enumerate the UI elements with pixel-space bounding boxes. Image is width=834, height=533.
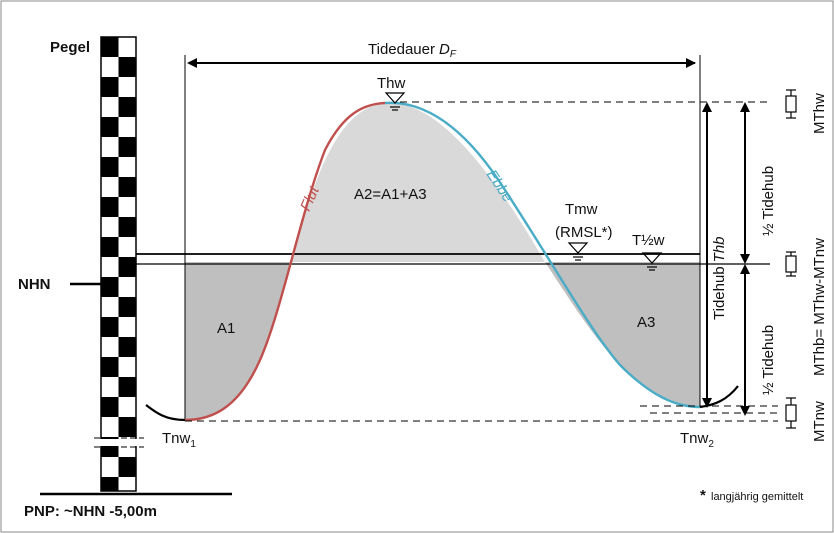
staff-block xyxy=(101,317,119,337)
staff-block xyxy=(101,37,119,57)
half-tidehub-lower-label: ½ Tidehub xyxy=(760,325,777,395)
staff-block xyxy=(118,217,136,237)
footnote-star: * xyxy=(700,487,706,504)
mthb-bracket xyxy=(785,251,797,277)
staff-break xyxy=(94,437,144,448)
area-a2 xyxy=(292,102,545,262)
staff-block xyxy=(101,77,119,97)
staff-block xyxy=(118,377,136,397)
staff-block xyxy=(118,57,136,77)
tidedauer-arrowhead-left xyxy=(187,58,197,68)
tidehub-arrowhead-top xyxy=(702,102,712,112)
half-tidehub-upper-top xyxy=(740,102,750,112)
nhn-label: NHN xyxy=(18,276,51,293)
a1-label: A1 xyxy=(217,320,235,337)
rmsl-label: (RMSL*) xyxy=(555,224,613,241)
mtnw-label: MTnw xyxy=(811,401,828,442)
thw-symbol xyxy=(384,92,406,111)
staff-block xyxy=(118,257,136,277)
tidehub-arrowhead-bottom xyxy=(702,398,712,408)
mthb-label: MThb= MThw-MTnw xyxy=(811,238,828,376)
half-tidehub-lower-top xyxy=(740,264,750,274)
staff-block xyxy=(101,237,119,257)
mthw-label: MThw xyxy=(811,93,828,134)
footnote-text: langjährig gemittelt xyxy=(711,491,803,503)
a2-label: A2=A1+A3 xyxy=(354,186,427,203)
staff-block xyxy=(101,477,119,491)
ebbe-curve xyxy=(384,101,701,409)
thw-label: Thw xyxy=(377,75,406,92)
curve-tail-left xyxy=(145,404,186,422)
staff-block xyxy=(118,457,136,477)
staff-block xyxy=(101,397,119,417)
staff-block xyxy=(118,417,136,437)
tmw-label: Tmw xyxy=(565,201,598,218)
tidedauer-label: Tidedauer DF xyxy=(368,41,457,60)
tnw2-label: Tnw2 xyxy=(680,430,714,450)
area-a1 xyxy=(185,262,292,420)
half-tidehub-upper-label: ½ Tidehub xyxy=(760,166,777,236)
pnp-label: PNP: ~NHN -5,00m xyxy=(24,503,157,520)
staff-block xyxy=(101,157,119,177)
staff-block xyxy=(118,337,136,357)
staff-block xyxy=(101,117,119,137)
staff-block xyxy=(118,177,136,197)
half-tidehub-lower-bottom xyxy=(740,406,750,416)
area-a3 xyxy=(545,262,700,407)
staff-block xyxy=(118,137,136,157)
tnw1-label: Tnw1 xyxy=(162,430,196,450)
a3-label: A3 xyxy=(637,314,655,331)
t-half-w-symbol xyxy=(641,252,663,271)
staff-block xyxy=(118,297,136,317)
tidehub-label: TidehubThb xyxy=(711,236,728,320)
tmw-symbol xyxy=(567,242,589,261)
pegel-label: Pegel xyxy=(50,39,90,56)
mtnw-bracket xyxy=(785,397,797,429)
flut-curve xyxy=(184,101,386,422)
pegel-staff xyxy=(94,36,144,492)
mthw-bracket xyxy=(785,89,797,119)
t-half-w-label: T½w xyxy=(632,232,665,249)
staff-block xyxy=(118,97,136,117)
staff-block xyxy=(101,277,119,297)
half-tidehub-upper-bottom xyxy=(740,254,750,264)
staff-block xyxy=(101,357,119,377)
staff-block xyxy=(101,197,119,217)
